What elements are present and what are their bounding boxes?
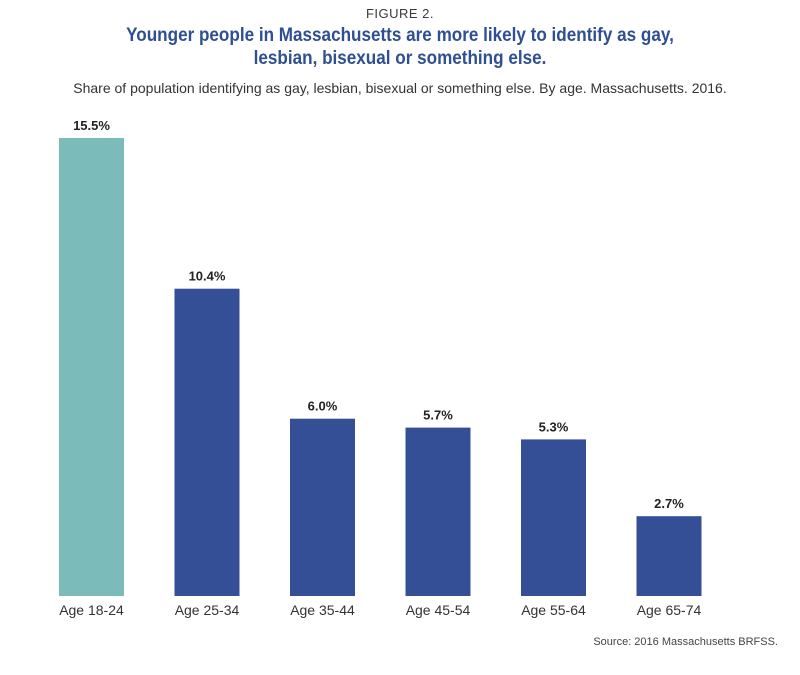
bar-age-35-44 xyxy=(290,418,355,596)
x-tick-label: Age 35-44 xyxy=(290,602,355,618)
figure-label: FIGURE 2. xyxy=(365,6,435,21)
bar-age-65-74 xyxy=(636,516,702,596)
x-tick-label: Age 45-54 xyxy=(406,602,471,618)
x-tick-label: Age 25-34 xyxy=(175,602,240,618)
data-label: 15.5% xyxy=(73,118,110,133)
bar-age-18-24 xyxy=(59,138,124,596)
x-tick-label: Age 65-74 xyxy=(637,602,702,618)
data-label: 6.0% xyxy=(308,399,338,414)
bar-age-55-64 xyxy=(521,439,586,596)
data-label: 2.7% xyxy=(654,496,684,511)
source-note: Source: 2016 Massachusetts BRFSS. xyxy=(593,636,778,648)
chart-subtitle: Share of population identifying as gay, … xyxy=(73,80,727,96)
data-label: 5.7% xyxy=(423,408,453,423)
bar-age-45-54 xyxy=(405,427,471,596)
data-label: 5.3% xyxy=(539,419,569,434)
data-label: 10.4% xyxy=(189,269,226,284)
bar-age-25-34 xyxy=(174,288,240,596)
x-tick-label: Age 55-64 xyxy=(521,602,586,618)
chart-title: Younger people in Massachusetts are more… xyxy=(126,25,674,69)
x-tick-label: Age 18-24 xyxy=(59,602,124,618)
